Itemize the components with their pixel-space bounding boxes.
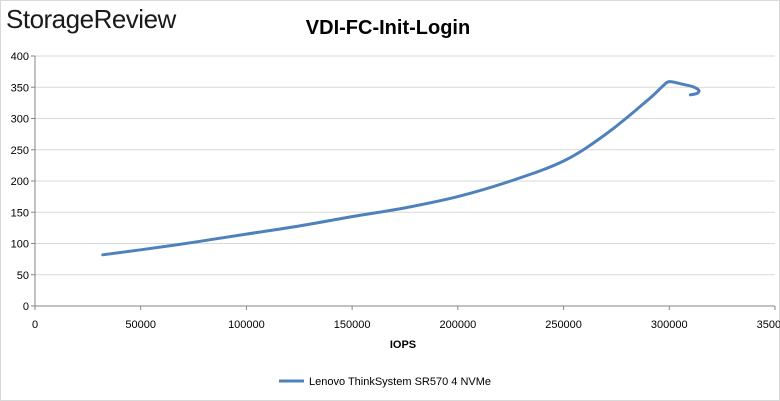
y-tick-label: 300 (11, 114, 29, 126)
storagereview-logo: StorageReview (6, 4, 176, 34)
x-tick-label: 200000 (439, 319, 476, 331)
y-tick-label: 100 (11, 239, 29, 251)
x-axis-label: IOPS (390, 339, 416, 351)
y-tick-label: 400 (11, 51, 29, 63)
x-tick-label: 300000 (651, 319, 688, 331)
axes (31, 55, 776, 310)
x-tick-label: 350000 (757, 319, 780, 331)
x-tick-label: 150000 (334, 319, 371, 331)
gridlines (35, 55, 775, 276)
legend-label: Lenovo ThinkSystem SR570 4 NVMe (309, 376, 491, 388)
x-tick-label: 250000 (545, 319, 582, 331)
y-tick-label: 350 (11, 82, 29, 94)
y-tick-label: 0 (23, 301, 29, 313)
x-tick-label: 0 (32, 319, 38, 331)
chart-title: VDI-FC-Init-Login (306, 17, 470, 39)
x-tick-label: 50000 (125, 319, 156, 331)
series-lines (101, 80, 701, 257)
tick-labels: 0 50 100 150 200 250 300 350 400 0 50000 100000 1500… (11, 51, 780, 331)
y-tick-label: 50 (17, 270, 29, 282)
series-line-lenovo-sr570 (101, 80, 701, 257)
legend: Lenovo ThinkSystem SR570 4 NVMe (279, 376, 491, 388)
x-tick-label: 100000 (228, 319, 265, 331)
y-tick-label: 150 (11, 207, 29, 219)
y-tick-label: 250 (11, 145, 29, 157)
y-tick-label: 200 (11, 176, 29, 188)
